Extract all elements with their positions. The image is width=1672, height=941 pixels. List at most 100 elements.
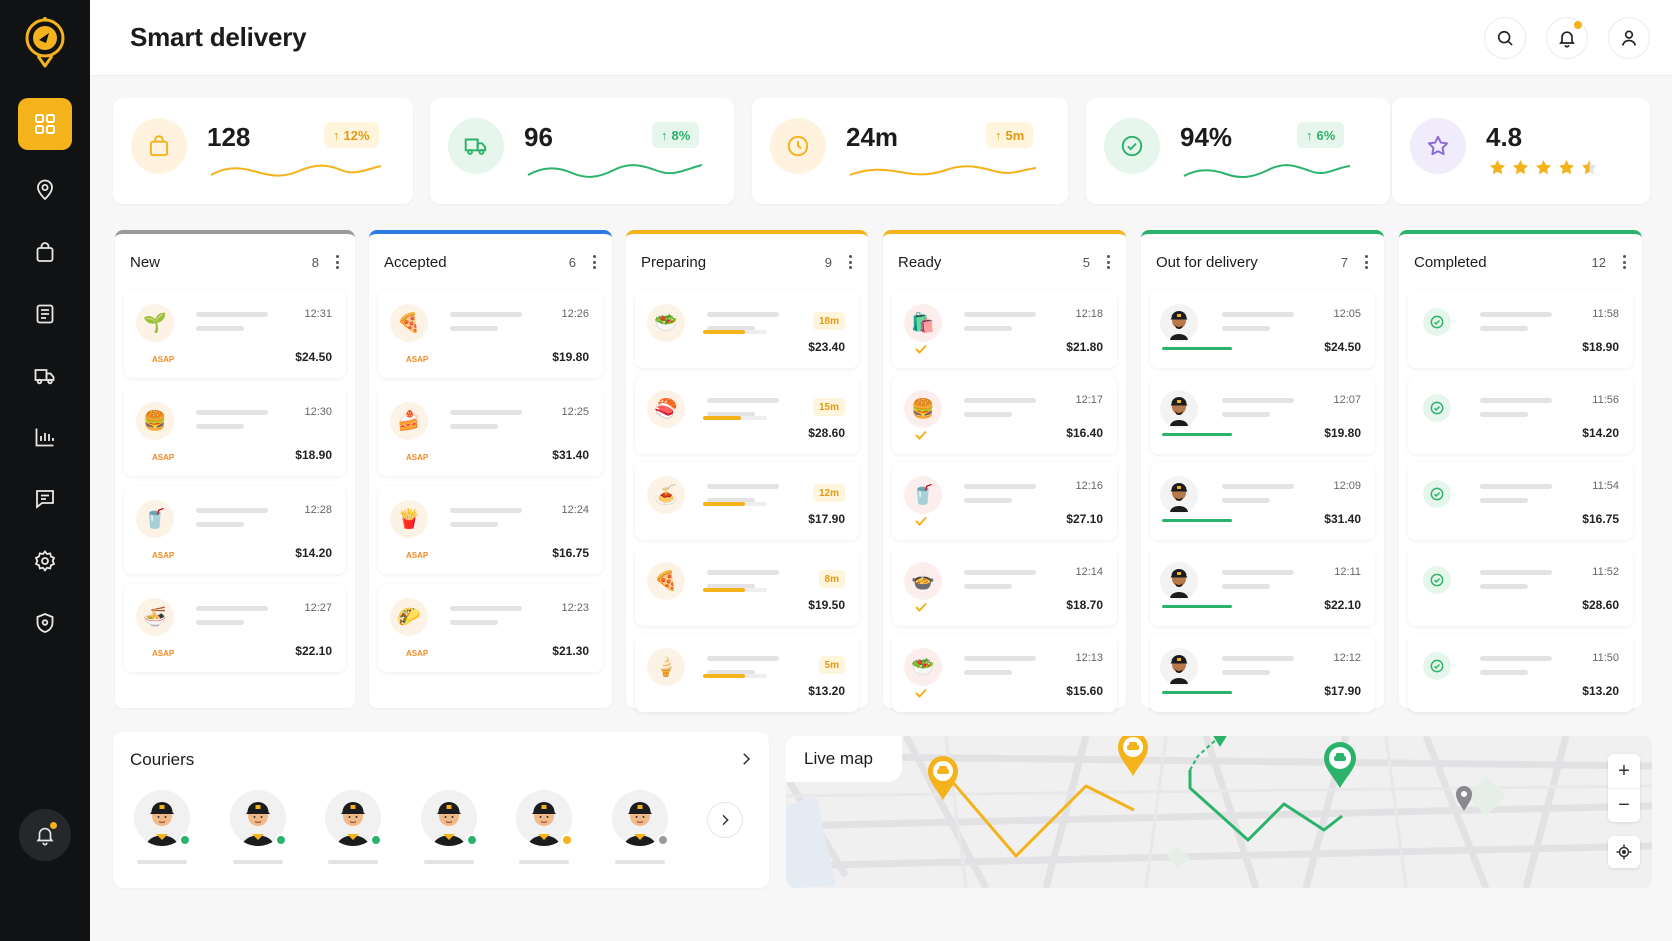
courier-item[interactable] — [420, 790, 478, 870]
more-vertical-icon[interactable] — [1362, 253, 1370, 271]
order-card[interactable]: 🛍️ 12:18 $21.80 — [892, 290, 1117, 368]
courier-item[interactable] — [229, 790, 287, 870]
more-vertical-icon[interactable] — [590, 253, 598, 271]
sidebar-notifications-button[interactable] — [19, 809, 71, 861]
nav-orders-bag[interactable] — [18, 226, 72, 278]
check-circle-icon — [1423, 566, 1451, 594]
order-card[interactable]: 12:07 $19.80 — [1150, 376, 1375, 454]
couriers-next-button[interactable] — [707, 802, 743, 838]
more-vertical-icon[interactable] — [1620, 253, 1628, 271]
placeholder-line — [450, 326, 498, 331]
sparkline — [210, 164, 382, 177]
order-card[interactable]: 🌮 12:23 $21.30 ASAP — [378, 584, 603, 672]
order-card[interactable]: 12:12 $17.90 — [1150, 634, 1375, 712]
courier-item[interactable] — [325, 790, 382, 870]
order-time: 12:25 — [561, 406, 589, 418]
search-button[interactable] — [1484, 17, 1526, 59]
placeholder-line — [1222, 498, 1270, 503]
order-card[interactable]: 🍔 12:30 $18.90 ASAP — [124, 388, 346, 476]
nav-dashboard[interactable] — [18, 98, 72, 150]
order-price: $27.10 — [1066, 512, 1103, 526]
zoom-out-button[interactable]: − — [1608, 788, 1640, 822]
order-time: 12:31 — [304, 308, 332, 320]
nav-locations[interactable] — [18, 164, 72, 216]
notifications-button[interactable] — [1546, 17, 1588, 59]
courier-avatar-icon — [1160, 476, 1198, 514]
placeholder-line — [519, 860, 569, 864]
order-card[interactable]: 🍰 12:25 $31.40 ASAP — [378, 388, 603, 476]
column-out-for-delivery: Out for delivery 7 12:05 $24.50 12:07 $19.80 1… — [1141, 230, 1384, 712]
order-card[interactable]: 11:56 $14.20 — [1408, 376, 1633, 454]
bell-icon — [36, 827, 54, 846]
order-card[interactable]: 12:09 $31.40 — [1150, 462, 1375, 540]
stat-change-badge: ↑ 8% — [652, 122, 700, 148]
map-pin-destination-icon[interactable] — [1210, 736, 1230, 748]
order-card[interactable]: 11:52 $28.60 — [1408, 548, 1633, 626]
order-card[interactable]: 🌱 12:31 $24.50 ASAP — [124, 290, 346, 378]
star-half-icon — [1581, 159, 1598, 175]
placeholder-line — [964, 584, 1012, 589]
nav-analytics[interactable] — [18, 411, 72, 463]
placeholder-line — [1480, 312, 1552, 317]
nav-settings[interactable] — [18, 535, 72, 587]
food-icon: 🛍️ — [904, 304, 942, 342]
order-time: 12:16 — [1075, 480, 1103, 492]
more-vertical-icon[interactable] — [846, 253, 854, 271]
nav-messages[interactable] — [18, 473, 72, 525]
column-completed: Completed 12 11:58 $18.90 11:56 $14.20 11:54 $1… — [1399, 230, 1642, 712]
chevron-right-icon[interactable] — [737, 750, 755, 768]
star-icon — [1489, 159, 1506, 175]
more-vertical-icon[interactable] — [333, 253, 341, 271]
map-pin-car-icon[interactable] — [1322, 740, 1358, 790]
order-card[interactable]: 🍕 12:26 $19.80 ASAP — [378, 290, 603, 378]
order-card[interactable]: 🍲 12:14 $18.70 — [892, 548, 1117, 626]
sparkline — [849, 165, 1037, 176]
zoom-controls: + − — [1608, 754, 1640, 822]
nav-orders-list[interactable] — [18, 288, 72, 340]
map-pin-icon[interactable] — [1454, 784, 1474, 812]
check-icon — [915, 688, 927, 698]
couriers-title: Couriers — [130, 750, 195, 769]
courier-item[interactable] — [134, 790, 191, 870]
star-icon — [1512, 159, 1529, 175]
order-card[interactable]: 🥗 12:13 $15.60 — [892, 634, 1117, 712]
placeholder-line — [707, 326, 755, 331]
order-card[interactable]: 11:54 $16.75 — [1408, 462, 1633, 540]
order-card[interactable]: 🥗 18m $23.40 — [635, 290, 859, 368]
eta-badge: 8m — [818, 570, 845, 588]
eta-badge: 15m — [812, 398, 845, 416]
courier-item[interactable] — [516, 790, 573, 870]
more-vertical-icon[interactable] — [1104, 253, 1112, 271]
order-card[interactable]: 🥤 12:28 $14.20 ASAP — [124, 486, 346, 574]
nav-security[interactable] — [18, 597, 72, 649]
order-card[interactable]: 11:50 $13.20 — [1408, 634, 1633, 712]
placeholder-line — [964, 498, 1012, 503]
rating-stars — [1488, 158, 1599, 177]
order-card[interactable]: 🍔 12:17 $16.40 — [892, 376, 1117, 454]
order-card[interactable]: 🍟 12:24 $16.75 ASAP — [378, 486, 603, 574]
placeholder-line — [1222, 484, 1294, 489]
zoom-in-button[interactable]: + — [1618, 759, 1630, 782]
order-card[interactable]: 🍣 15m $28.60 — [635, 376, 859, 454]
order-card[interactable]: 11:58 $18.90 — [1408, 290, 1633, 368]
courier-item[interactable] — [611, 790, 669, 870]
order-card[interactable]: 🍝 12m $17.90 — [635, 462, 859, 540]
map-canvas — [786, 736, 1652, 888]
courier-avatar-icon — [516, 790, 572, 846]
map-pin-car-icon[interactable] — [1116, 736, 1150, 778]
bell-icon — [1559, 31, 1575, 48]
map-pin-car-icon[interactable] — [926, 754, 960, 802]
order-card[interactable]: 🍜 12:27 $22.10 ASAP — [124, 584, 346, 672]
order-card[interactable]: 12:05 $24.50 — [1150, 290, 1375, 368]
profile-button[interactable] — [1608, 17, 1650, 59]
order-price: $31.40 — [1324, 512, 1361, 526]
order-card[interactable]: 🥤 12:16 $27.10 — [892, 462, 1117, 540]
nav-delivery[interactable] — [18, 350, 72, 402]
column-title: Ready — [898, 254, 942, 271]
order-card[interactable]: 12:11 $22.10 — [1150, 548, 1375, 626]
order-card[interactable]: 🍕 8m $19.50 — [635, 548, 859, 626]
locate-button[interactable] — [1608, 836, 1640, 868]
order-card[interactable]: 🍦 5m $13.20 — [635, 634, 859, 712]
notification-dot — [1574, 21, 1582, 29]
live-map[interactable]: Live map + − — [786, 736, 1652, 888]
